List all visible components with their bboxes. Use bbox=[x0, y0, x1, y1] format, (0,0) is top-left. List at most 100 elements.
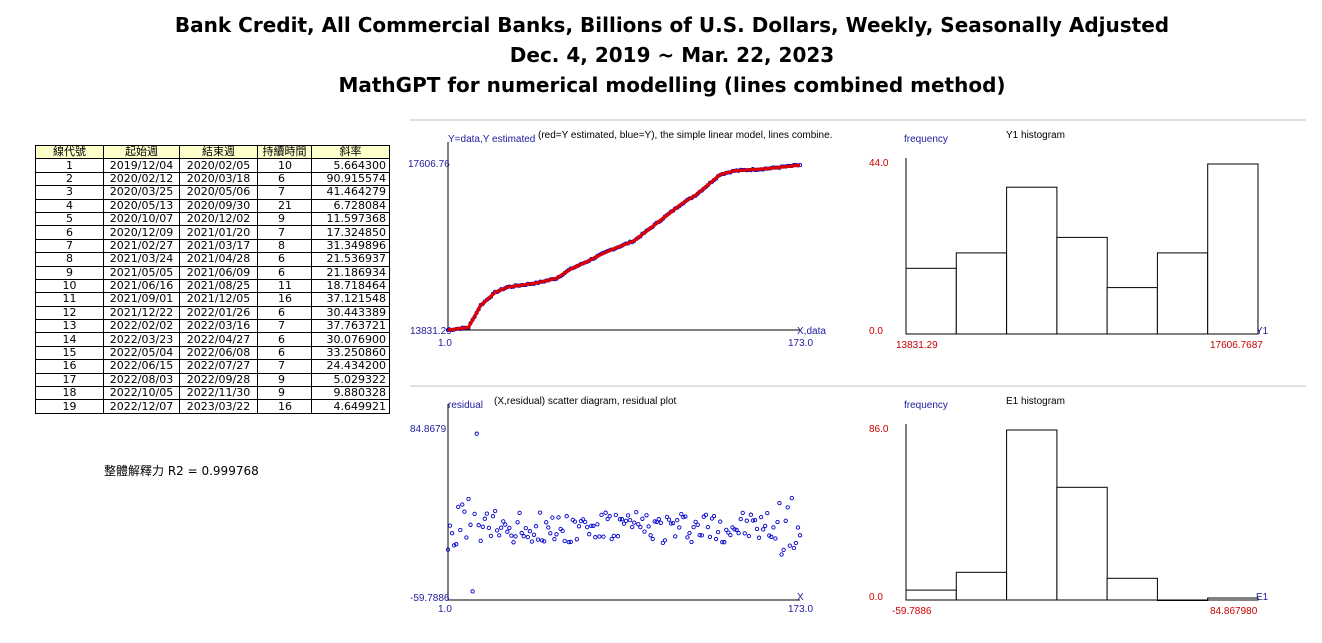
table-cell: 10 bbox=[35, 278, 104, 294]
residual-point bbox=[511, 540, 516, 545]
residual-point bbox=[707, 534, 713, 540]
e1-histogram-bar bbox=[905, 589, 957, 601]
table-cell: 7 bbox=[35, 238, 104, 254]
residual-point bbox=[683, 514, 688, 519]
residual-point bbox=[605, 516, 610, 522]
residual-point bbox=[642, 529, 647, 534]
residual-point bbox=[580, 517, 586, 522]
y1-histogram-bar bbox=[905, 267, 957, 335]
table-cell: 5 bbox=[35, 211, 104, 227]
date-range-title: Dec. 4, 2019 ~ Mar. 22, 2023 bbox=[509, 43, 835, 67]
residual-point bbox=[548, 531, 553, 536]
residual-point bbox=[470, 589, 475, 594]
r2-label: 整體解釋力 R2 = 0.999768 bbox=[104, 464, 259, 478]
y-min-label: 0.0 bbox=[869, 326, 883, 337]
residual-point bbox=[460, 502, 465, 507]
residual-point bbox=[466, 496, 471, 502]
residual-point bbox=[503, 522, 508, 527]
residual-point bbox=[585, 524, 590, 530]
y-axis-label: frequency bbox=[904, 400, 948, 411]
y1-histogram-bar bbox=[1106, 287, 1158, 335]
residual-point bbox=[765, 510, 770, 516]
table-cell: 7 bbox=[257, 359, 312, 374]
table-cell: 2023/03/22 bbox=[179, 399, 258, 414]
residual-point bbox=[468, 522, 473, 527]
table-cell: 2021/08/25 bbox=[179, 278, 258, 294]
table-cell: 2020/12/02 bbox=[179, 211, 258, 227]
table-cell: 17.324850 bbox=[311, 225, 390, 240]
residual-point bbox=[603, 510, 608, 515]
table-row: 18 2022/10/05 2022/11/30 9 9.880328 bbox=[35, 386, 390, 401]
table-row: 9 2021/05/05 2021/06/09 6 21.186934 bbox=[35, 265, 390, 280]
estimated-line bbox=[447, 163, 801, 332]
y1-histogram: frequency Y1 histogram 44.0 0.0 13831.29… bbox=[866, 119, 1306, 351]
table-cell: 2022/03/23 bbox=[103, 332, 180, 347]
y-max-label: 44.0 bbox=[869, 158, 889, 169]
table-row: 19 2022/12/07 2023/03/22 16 4.649921 bbox=[35, 399, 390, 414]
table-row: 7 2021/02/27 2021/03/17 8 31.349896 bbox=[35, 238, 390, 254]
e1-histogram-bar bbox=[1156, 599, 1209, 601]
y1-histogram-bar bbox=[1156, 252, 1209, 335]
e1-histogram-bar bbox=[1056, 486, 1108, 601]
residual-point bbox=[615, 534, 621, 539]
residual-point bbox=[632, 520, 637, 525]
e1-histogram-bar bbox=[1207, 597, 1259, 601]
e1-histogram-bar bbox=[1006, 429, 1058, 601]
residual-point bbox=[761, 527, 766, 532]
table-row: 6 2020/12/09 2021/01/20 7 17.324850 bbox=[35, 225, 390, 240]
table-cell: 12 bbox=[35, 305, 104, 321]
residual-point bbox=[758, 514, 764, 520]
table-cell: 8 bbox=[257, 238, 312, 254]
residual-point bbox=[556, 515, 561, 520]
table-cell: 2021/03/17 bbox=[179, 238, 258, 254]
residual-point bbox=[484, 511, 490, 516]
table-cell: 2021/12/05 bbox=[179, 292, 258, 307]
y1-histogram-bar bbox=[1207, 163, 1259, 335]
residual-point bbox=[652, 519, 657, 524]
y-max-label: 84.8679 bbox=[410, 424, 447, 435]
residual-point bbox=[572, 519, 578, 524]
chart-title: (X,residual) scatter diagram, residual p… bbox=[494, 396, 677, 407]
y-min-label: -59.7886 bbox=[410, 593, 450, 604]
residual-point bbox=[769, 534, 774, 539]
residual-point bbox=[599, 512, 604, 518]
residual-point bbox=[699, 533, 704, 538]
residual-point bbox=[656, 517, 661, 522]
table-cell: 11 bbox=[257, 278, 312, 294]
residual-point bbox=[789, 495, 794, 501]
residual-point bbox=[560, 528, 565, 534]
residual-point bbox=[574, 537, 580, 542]
table-cell: 2021/12/22 bbox=[103, 305, 180, 321]
table-cell: 18 bbox=[35, 386, 104, 401]
residual-point bbox=[754, 526, 760, 532]
x-min-label: -59.7886 bbox=[892, 606, 932, 617]
y1-histogram-bar bbox=[1056, 236, 1108, 335]
residual-point bbox=[525, 534, 530, 540]
table-cell: 2021/04/28 bbox=[179, 252, 258, 267]
residual-point bbox=[648, 533, 653, 538]
table-cell: 9 bbox=[35, 265, 104, 280]
residual-point bbox=[726, 530, 731, 535]
main-title: Bank Credit, All Commercial Banks, Billi… bbox=[174, 13, 1170, 37]
table-cell: 1 bbox=[35, 158, 104, 173]
residual-point bbox=[544, 520, 549, 525]
residual-point bbox=[613, 512, 618, 518]
residual-point bbox=[546, 525, 551, 530]
table-cell: 2020/05/13 bbox=[103, 198, 180, 213]
residual-point bbox=[785, 505, 790, 510]
table-cell: 2 bbox=[35, 171, 104, 187]
y-axis-label: Y=data,Y estimated bbox=[448, 134, 535, 145]
y-min-label: 13831.29 bbox=[410, 326, 452, 337]
residual-point bbox=[797, 533, 803, 538]
table-cell: 5.029322 bbox=[311, 372, 390, 388]
residual-point bbox=[664, 514, 670, 520]
residual-point bbox=[486, 525, 492, 531]
table-cell: 3 bbox=[35, 185, 104, 200]
residual-point bbox=[711, 513, 717, 519]
table-cell: 2022/04/27 bbox=[179, 332, 258, 347]
residual-point bbox=[681, 514, 686, 520]
fit-line-chart: Y=data,Y estimated (red=Y estimated, blu… bbox=[408, 119, 866, 349]
residual-point bbox=[449, 531, 455, 536]
residual-point bbox=[728, 532, 733, 538]
table-cell: 9 bbox=[257, 211, 312, 227]
